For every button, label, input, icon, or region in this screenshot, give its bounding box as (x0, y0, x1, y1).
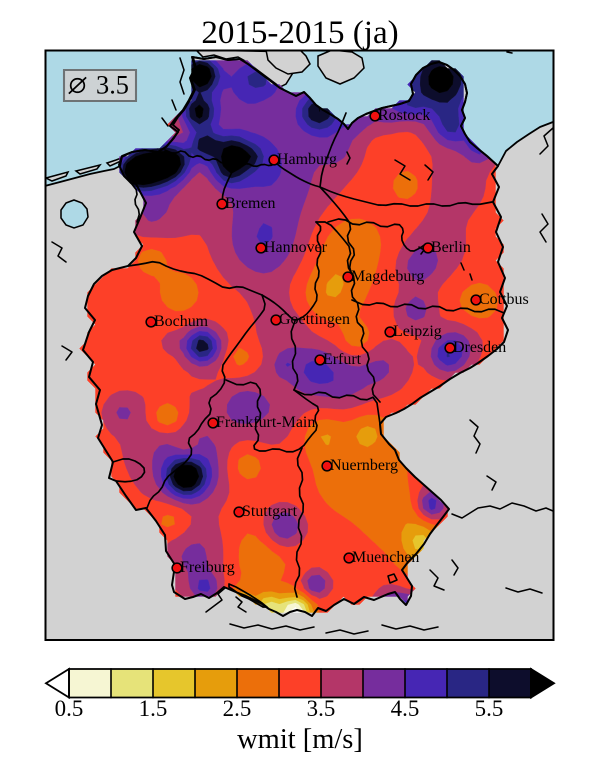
svg-text:Rostock: Rostock (378, 107, 430, 124)
svg-text:Bochum: Bochum (154, 313, 209, 330)
svg-text:Goettingen: Goettingen (279, 311, 350, 328)
svg-text:Erfurt: Erfurt (323, 351, 362, 368)
svg-text:Leipzig: Leipzig (393, 323, 442, 340)
svg-text:Nuernberg: Nuernberg (330, 457, 398, 474)
svg-text:Freiburg: Freiburg (180, 559, 235, 576)
svg-text:2015-2015 (ja): 2015-2015 (ja) (201, 15, 398, 51)
svg-text:3.5: 3.5 (96, 70, 129, 100)
svg-text:Dresden: Dresden (453, 339, 506, 356)
svg-text:Magdeburg: Magdeburg (351, 268, 424, 285)
svg-text:1.5: 1.5 (139, 696, 168, 721)
svg-text:3.5: 3.5 (307, 696, 336, 721)
svg-text:Stuttgart: Stuttgart (242, 503, 298, 520)
svg-text:wmit [m/s]: wmit [m/s] (237, 724, 363, 755)
svg-text:Berlin: Berlin (431, 239, 471, 256)
svg-text:Muenchen: Muenchen (352, 549, 419, 566)
svg-text:0.5: 0.5 (55, 696, 84, 721)
svg-text:Cottbus: Cottbus (479, 291, 529, 308)
svg-text:Frankfurt-Main: Frankfurt-Main (216, 414, 315, 431)
svg-text:Bremen: Bremen (225, 195, 276, 212)
svg-text:Hannover: Hannover (264, 239, 328, 256)
svg-text:5.5: 5.5 (475, 696, 504, 721)
svg-text:Hamburg: Hamburg (277, 151, 337, 168)
svg-text:4.5: 4.5 (391, 696, 420, 721)
svg-text:2.5: 2.5 (223, 696, 252, 721)
